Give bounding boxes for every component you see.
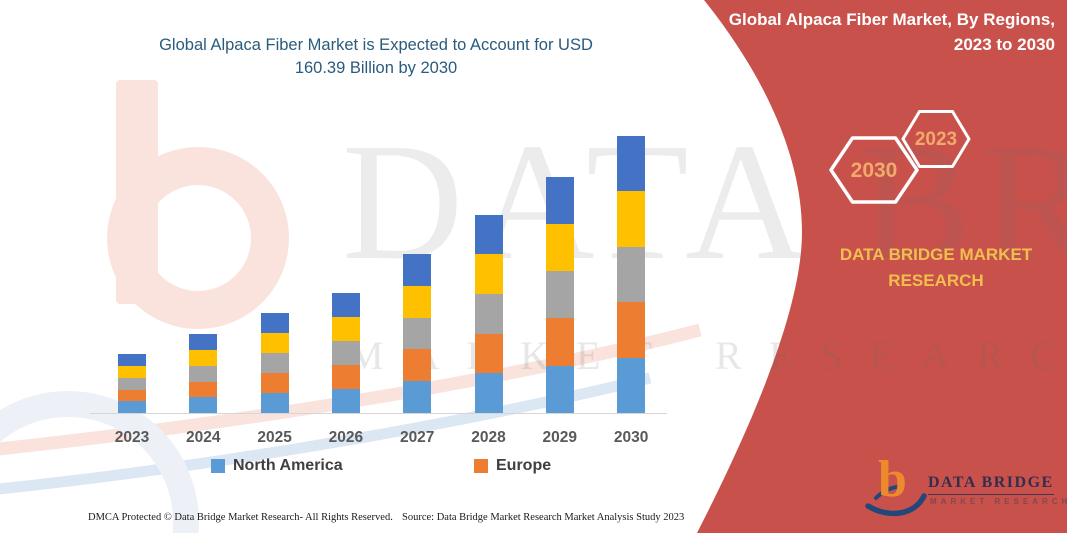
- bar-segment: [617, 191, 646, 247]
- legend-swatch-icon: [474, 459, 488, 473]
- stacked-bar-2025: [260, 312, 289, 413]
- red-banner-polygon: [697, 0, 1067, 533]
- footer-dmca-text: DMCA Protected © Data Bridge Market Rese…: [88, 512, 393, 523]
- bar-segment: [545, 223, 574, 272]
- stacked-bar-2030: [617, 135, 646, 413]
- legend-swatch-icon: [211, 459, 225, 473]
- bar-segment: [617, 135, 646, 192]
- bar-segment: [189, 334, 218, 351]
- bar-segment: [474, 373, 503, 413]
- x-axis-line: [90, 413, 667, 414]
- bar-segment: [617, 302, 646, 358]
- bar-segment: [474, 293, 503, 334]
- bar-segment: [331, 364, 360, 389]
- x-axis-label-2024: 2024: [186, 429, 221, 446]
- legend-item-europe: Europe: [474, 457, 551, 475]
- banner-heading-line2: 2023 to 2030: [953, 35, 1055, 54]
- chart-title-line2: 160.39 Billion by 2030: [294, 59, 458, 77]
- bar-segment: [545, 318, 574, 366]
- hexagon-2023-label: 2023: [914, 129, 958, 150]
- legend-label: North America: [233, 457, 343, 474]
- footer-source-text: Source: Data Bridge Market Research Mark…: [402, 512, 685, 523]
- stacked-bar-2028: [474, 214, 503, 413]
- x-axis-label-2023: 2023: [114, 429, 150, 446]
- bar-segment: [118, 389, 146, 402]
- bar-segment: [331, 341, 360, 365]
- x-axis-label-2027: 2027: [399, 429, 435, 446]
- x-axis-label-2026: 2026: [328, 429, 364, 446]
- bar-segment: [189, 350, 218, 366]
- logo-name-text: DATA BRIDGE: [928, 474, 1054, 495]
- x-axis-label-2030: 2030: [613, 429, 649, 446]
- banner-brand-text: DATA BRIDGE MARKET RESEARCH: [808, 242, 1064, 294]
- legend-item-north-america: North America: [211, 457, 343, 475]
- bar-segment: [545, 176, 574, 224]
- hexagon-2030-label: 2030: [850, 159, 898, 182]
- bar-segment: [118, 354, 146, 367]
- bar-segment: [118, 401, 146, 413]
- bar-segment: [474, 214, 503, 255]
- bar-segment: [189, 381, 218, 398]
- bar-segment: [474, 254, 503, 294]
- bar-segment: [403, 381, 432, 413]
- banner-brand-line2: RESEARCH: [888, 271, 984, 290]
- logo-sub-text: MARKET RESEARCH: [930, 497, 1067, 506]
- x-axis-label-2029: 2029: [542, 429, 578, 446]
- watermark-b-bowl: [107, 147, 289, 329]
- bar-segment: [617, 357, 646, 413]
- stacked-bar-2029: [545, 176, 574, 413]
- bar-segment: [118, 377, 146, 390]
- legend-label: Europe: [496, 457, 552, 474]
- logo-swoosh-icon: [865, 484, 927, 517]
- banner-heading-line1: Global Alpaca Fiber Market, By Regions,: [728, 10, 1055, 29]
- bar-segment: [545, 365, 574, 413]
- chart-title-line1: Global Alpaca Fiber Market is Expected t…: [159, 36, 593, 54]
- watermark-marketresearch-text: MARKET RESEARCH: [348, 333, 1067, 378]
- chart-title: Global Alpaca Fiber Market is Expected t…: [100, 34, 652, 80]
- bar-segment: [331, 388, 360, 413]
- stacked-bar-2027: [403, 254, 432, 413]
- bar-segment: [331, 317, 360, 341]
- banner-brand-line1: DATA BRIDGE MARKET: [839, 245, 1033, 264]
- x-axis-label-2025: 2025: [257, 429, 292, 446]
- stacked-bar-2023: [118, 354, 146, 413]
- watermark-circle-faint: [0, 391, 199, 533]
- bar-segment: [331, 293, 360, 318]
- bar-segment: [260, 372, 289, 393]
- bar-segment: [403, 254, 432, 286]
- bar-segment: [474, 333, 503, 374]
- databridge-logo: b DATA BRIDGE MARKET RESEARCH: [862, 451, 1067, 522]
- bar-segment: [260, 312, 289, 333]
- bar-segment: [118, 366, 146, 378]
- bar-segment: [189, 397, 218, 413]
- logo-b-icon: b: [878, 451, 907, 508]
- bar-segment: [260, 332, 289, 353]
- bar-segment: [260, 392, 289, 413]
- bar-segment: [189, 365, 218, 382]
- bar-segment: [403, 285, 432, 318]
- watermark-swoosh-salmon: [0, 323, 702, 456]
- bar-segment: [545, 271, 574, 319]
- x-axis-label-2028: 2028: [471, 429, 506, 446]
- bar-segment: [403, 349, 432, 382]
- bar-segment: [617, 246, 646, 303]
- stacked-bar-2024: [189, 334, 218, 413]
- stacked-bar-2026: [331, 293, 360, 413]
- banner-heading: Global Alpaca Fiber Market, By Regions, …: [695, 7, 1055, 57]
- bar-segment: [403, 317, 432, 350]
- bar-segment: [260, 352, 289, 373]
